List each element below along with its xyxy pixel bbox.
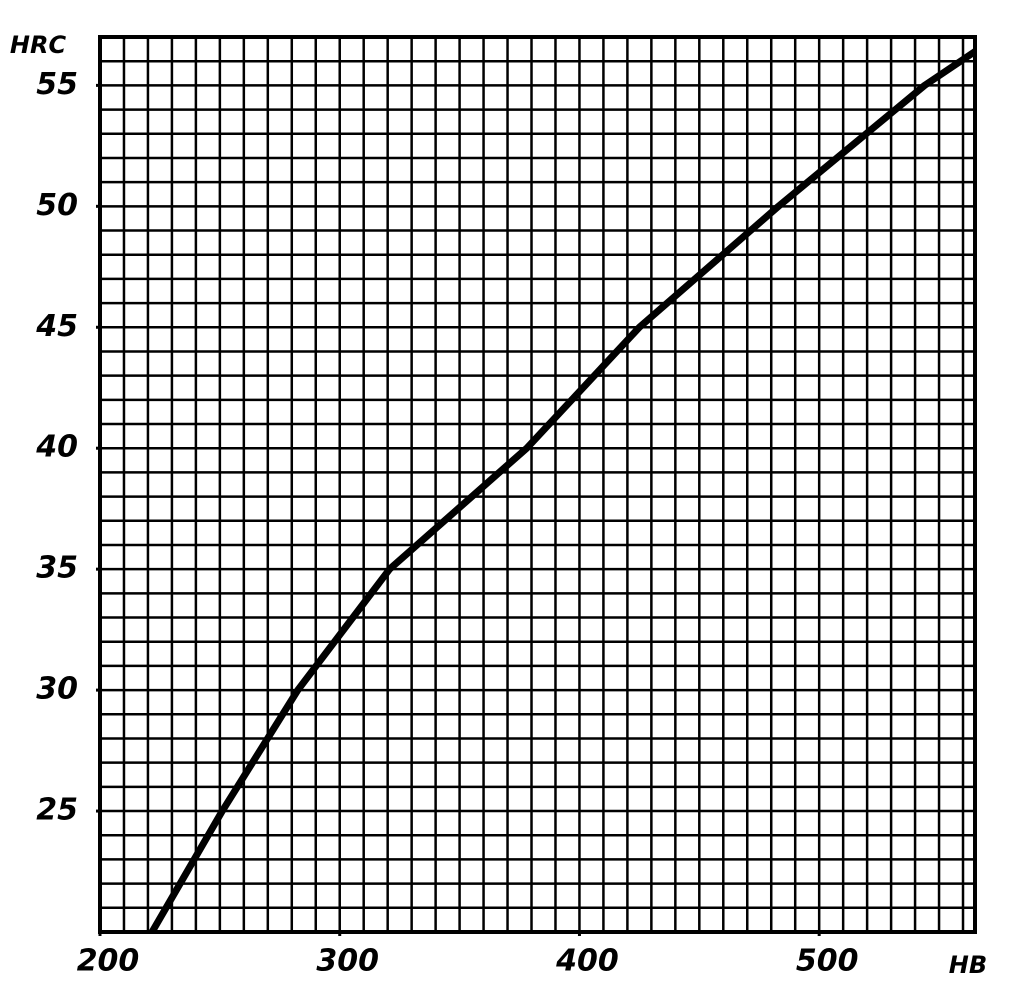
y-tick-label: 35 — [36, 551, 78, 586]
y-tick-label: 55 — [36, 67, 78, 102]
x-tick-label: 500 — [796, 944, 859, 979]
y-tick-label: 50 — [36, 188, 78, 223]
plot-frame — [98, 35, 977, 934]
y-tick-label: 25 — [36, 793, 78, 828]
y-tick-label: 40 — [35, 430, 78, 465]
y-axis-label: HRC — [10, 31, 67, 59]
y-tick-label: 45 — [35, 309, 78, 344]
x-axis-label: HB — [949, 951, 987, 979]
data-line — [148, 48, 977, 934]
x-tick-label: 200 — [77, 944, 140, 979]
x-tick-label: 400 — [555, 944, 619, 979]
x-tick-label: 300 — [316, 944, 379, 979]
y-tick-label: 30 — [36, 672, 78, 707]
